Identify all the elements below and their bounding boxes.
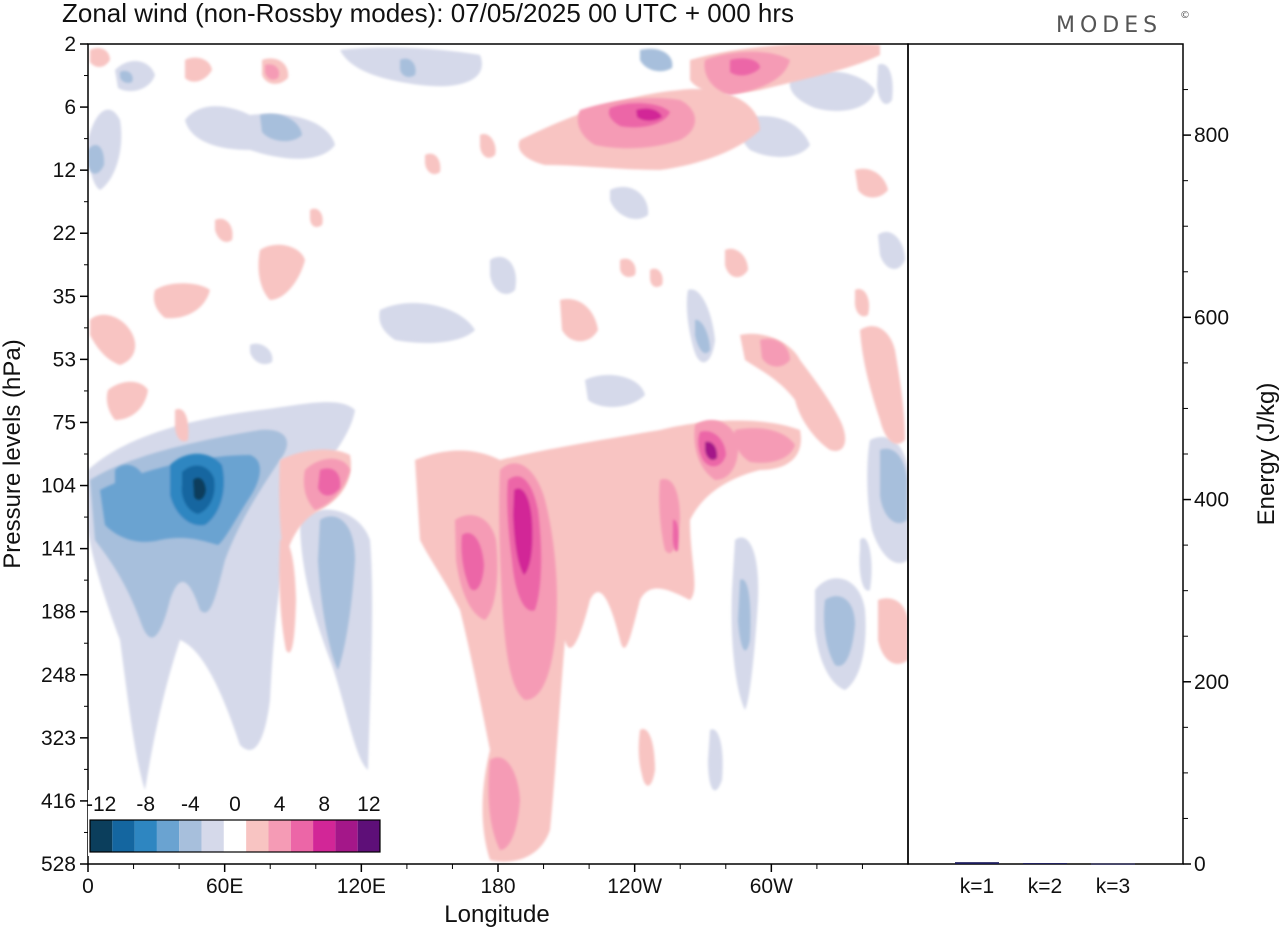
colorbar-swatch <box>112 820 135 852</box>
chart-title: Zonal wind (non-Rossby modes): 07/05/202… <box>62 0 794 28</box>
contour-field <box>88 44 908 864</box>
energy-plot-frame <box>907 43 1184 865</box>
y-axis-ticks: 2 6 12 22 35 53 75 104 141 188 248 323 416 528 <box>41 33 88 876</box>
x-tick-label: 120W <box>607 875 662 898</box>
y-tick-label: 416 <box>41 790 76 813</box>
colorbar-frame <box>89 819 381 853</box>
energy-tick-label: 600 <box>1194 306 1229 329</box>
colorbar-label: -8 <box>136 793 155 816</box>
energy-tick-label: 0 <box>1194 853 1206 876</box>
energy-axis-label: Energy (J/kg) <box>1253 383 1280 526</box>
y-tick-label: 248 <box>41 664 76 687</box>
energy-bar <box>955 862 999 864</box>
colorbar-swatch <box>90 820 113 852</box>
colorbar: -12 -8 -4 0 4 8 12 <box>86 790 382 856</box>
y-tick-label: 188 <box>41 601 76 624</box>
y-axis-label: Pressure levels (hPa) <box>0 339 26 568</box>
colorbar-label: -4 <box>181 793 200 816</box>
y-tick-label: 12 <box>53 159 76 182</box>
y-tick-label: 528 <box>41 853 76 876</box>
brand-logo: MODES <box>1056 13 1162 38</box>
colorbar-swatch <box>335 820 358 852</box>
y-tick-label: 2 <box>64 33 76 56</box>
y-tick-label: 104 <box>41 475 76 498</box>
negative-contours-strong <box>100 453 260 545</box>
colorbar-swatch <box>357 820 380 852</box>
energy-bar <box>1091 863 1135 865</box>
colorbar-swatch <box>268 820 291 852</box>
energy-tick-label: 200 <box>1194 671 1229 694</box>
colorbar-label: 0 <box>229 793 241 816</box>
colorbar-swatch <box>134 820 157 852</box>
x-tick-label: 60E <box>206 875 243 898</box>
brand-mark: © <box>1180 10 1190 21</box>
colorbar-label: -12 <box>86 793 116 816</box>
energy-bars: k=1 k=2 k=3 <box>955 862 1135 898</box>
y-tick-label: 35 <box>53 285 76 308</box>
colorbar-swatch <box>201 820 224 852</box>
energy-category-label: k=1 <box>960 875 994 898</box>
colorbar-label: 8 <box>318 793 330 816</box>
colorbar-swatch <box>246 820 269 852</box>
colorbar-swatch <box>156 820 180 852</box>
energy-tick-label: 800 <box>1194 124 1229 147</box>
y-tick-label: 141 <box>41 538 76 561</box>
colorbar-swatch <box>179 820 202 852</box>
x-axis-ticks: 0 60E 120E 180 120W 60W <box>82 864 863 898</box>
y-tick-label: 323 <box>41 727 76 750</box>
energy-category-label: k=3 <box>1096 875 1130 898</box>
y-tick-label: 53 <box>53 348 76 371</box>
positive-contours-strong <box>318 58 760 611</box>
colorbar-label: 12 <box>357 793 380 816</box>
energy-axis-ticks: 0 200 400 600 800 <box>1183 89 1229 876</box>
energy-tick-label: 400 <box>1194 489 1229 512</box>
x-axis-label: Longitude <box>444 901 549 928</box>
energy-bar <box>1023 863 1067 865</box>
y-tick-label: 22 <box>53 222 76 245</box>
colorbar-swatch <box>290 820 314 852</box>
energy-category-label: k=2 <box>1028 875 1062 898</box>
y-tick-label: 75 <box>53 411 76 434</box>
colorbar-swatch <box>313 820 336 852</box>
y-tick-label: 6 <box>64 96 76 119</box>
x-tick-label: 120E <box>337 875 386 898</box>
x-tick-label: 0 <box>82 875 94 898</box>
x-tick-label: 180 <box>480 875 515 898</box>
x-tick-label: 60W <box>750 875 793 898</box>
colorbar-swatch <box>223 820 247 852</box>
colorbar-label: 4 <box>274 793 286 816</box>
